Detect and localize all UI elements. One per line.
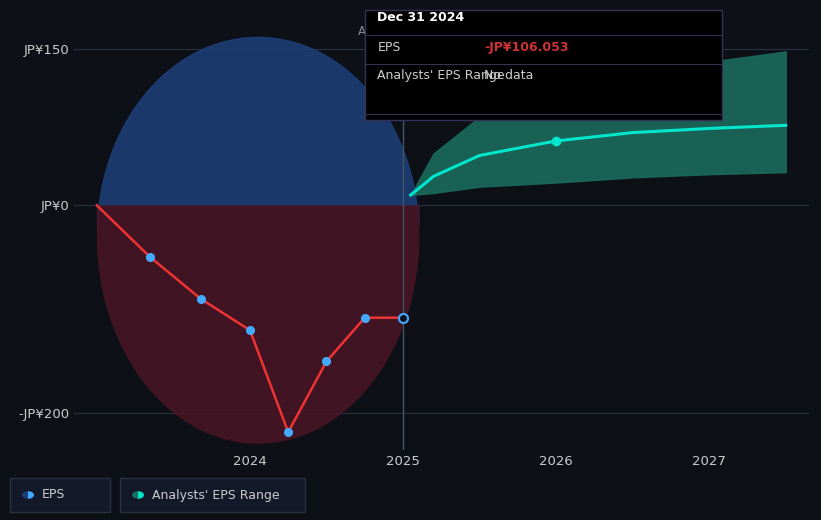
Text: Analysts' EPS Range: Analysts' EPS Range [378, 69, 505, 82]
Text: -JP¥106.053: -JP¥106.053 [484, 41, 569, 54]
Text: No data: No data [484, 69, 534, 82]
Text: EPS: EPS [378, 41, 401, 54]
Text: EPS: EPS [42, 488, 66, 501]
Text: Analysts Forecasts: Analysts Forecasts [410, 25, 521, 38]
Text: Dec 31 2024: Dec 31 2024 [378, 11, 465, 24]
Text: Analysts' EPS Range: Analysts' EPS Range [152, 488, 280, 501]
Text: Actual: Actual [358, 25, 396, 38]
